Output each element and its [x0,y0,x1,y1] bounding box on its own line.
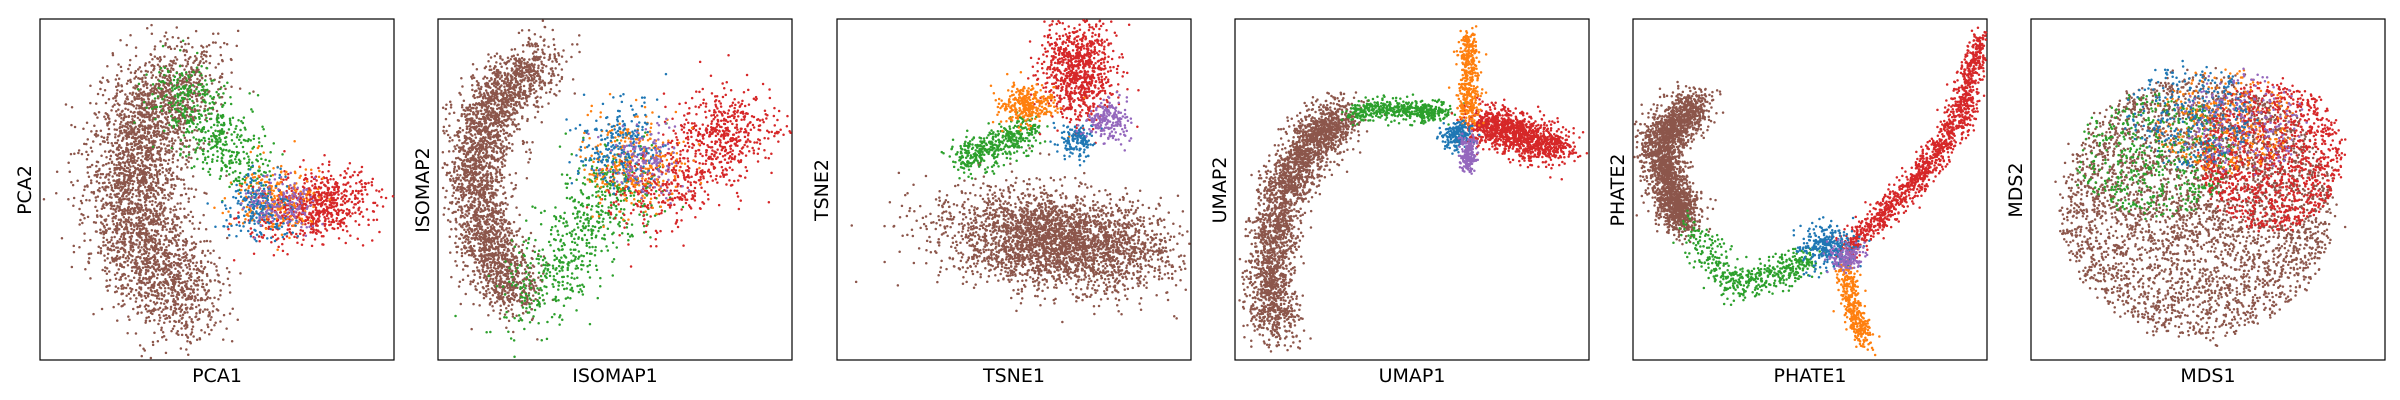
panel-pca-points [42,23,395,360]
pca-blue-points [206,164,299,243]
panel-umap-points [1238,25,1589,353]
isomap-green-points [454,122,685,358]
panel-isomap: ISOMAP1 ISOMAP2 [412,18,793,387]
panel-mds-ylabel: MDS2 [2005,162,2027,217]
panel-phate-ylabel: PHATE2 [1607,154,1629,227]
phate-orange-points [1832,252,1881,357]
panel-pca-frame [39,18,395,361]
umap-orange-points [1447,25,1488,130]
mds-red-points [2197,76,2347,233]
isomap-red-points [585,53,792,268]
panel-phate-points [1633,26,1988,357]
panel-umap-frame [1234,18,1590,361]
phate-red-points [1831,26,1988,266]
panel-umap-xlabel: UMAP1 [1379,365,1446,387]
panel-mds-points [2054,59,2347,348]
panel-phate-frame [1632,18,1988,361]
pca-brown-points [42,23,255,360]
panel-phate: PHATE1 PHATE2 [1607,18,1988,387]
panel-pca: PCA1 PCA2 [14,18,395,387]
tsne-brown-points [850,147,1191,324]
tsne-green-points [940,110,1049,180]
pca-green-points [133,39,284,203]
umap-green-points [1340,93,1466,127]
panel-mds-frame [2030,18,2386,361]
tsne-orange-points [989,71,1086,139]
phate-blue-points [1792,216,1871,279]
mds-brown-points [2054,66,2347,348]
umap-brown-points [1238,91,1387,353]
tsne-blue-points [1049,118,1104,167]
phate-purple-points [1822,238,1869,274]
panel-tsne-frame [836,18,1192,361]
isomap-brown-points [441,19,581,341]
panel-mds: MDS1 MDS2 [2005,18,2386,387]
panel-isomap-ylabel: ISOMAP2 [412,147,434,233]
panel-umap-ylabel: UMAP2 [1209,157,1231,224]
panel-tsne-points [850,19,1191,324]
pca-purple-points [240,171,324,240]
mds-blue-points [2124,59,2259,169]
panel-isomap-points [441,19,792,358]
isomap-purple-points [587,117,691,205]
panel-isomap-frame [437,18,793,361]
tsne-purple-points [1075,90,1133,152]
panel-tsne-ylabel: TSNE2 [811,159,833,222]
umap-red-points [1450,96,1589,181]
umap-purple-points [1457,129,1480,175]
isomap-orange-points [578,92,703,229]
mds-purple-points [2177,67,2308,177]
phate-brown-points [1633,80,1725,246]
pca-orange-points [213,140,331,252]
panel-tsne-xlabel: TSNE1 [982,365,1045,387]
panel-umap: UMAP1 UMAP2 [1209,18,1590,387]
panel-phate-xlabel: PHATE1 [1774,365,1847,387]
tsne-red-points [1027,19,1140,145]
panel-pca-ylabel: PCA2 [14,165,36,215]
panel-pca-xlabel: PCA1 [192,365,242,387]
panel-isomap-xlabel: ISOMAP1 [572,365,658,387]
panel-mds-xlabel: MDS1 [2180,365,2235,387]
panel-tsne: TSNE1 TSNE2 [811,18,1192,387]
